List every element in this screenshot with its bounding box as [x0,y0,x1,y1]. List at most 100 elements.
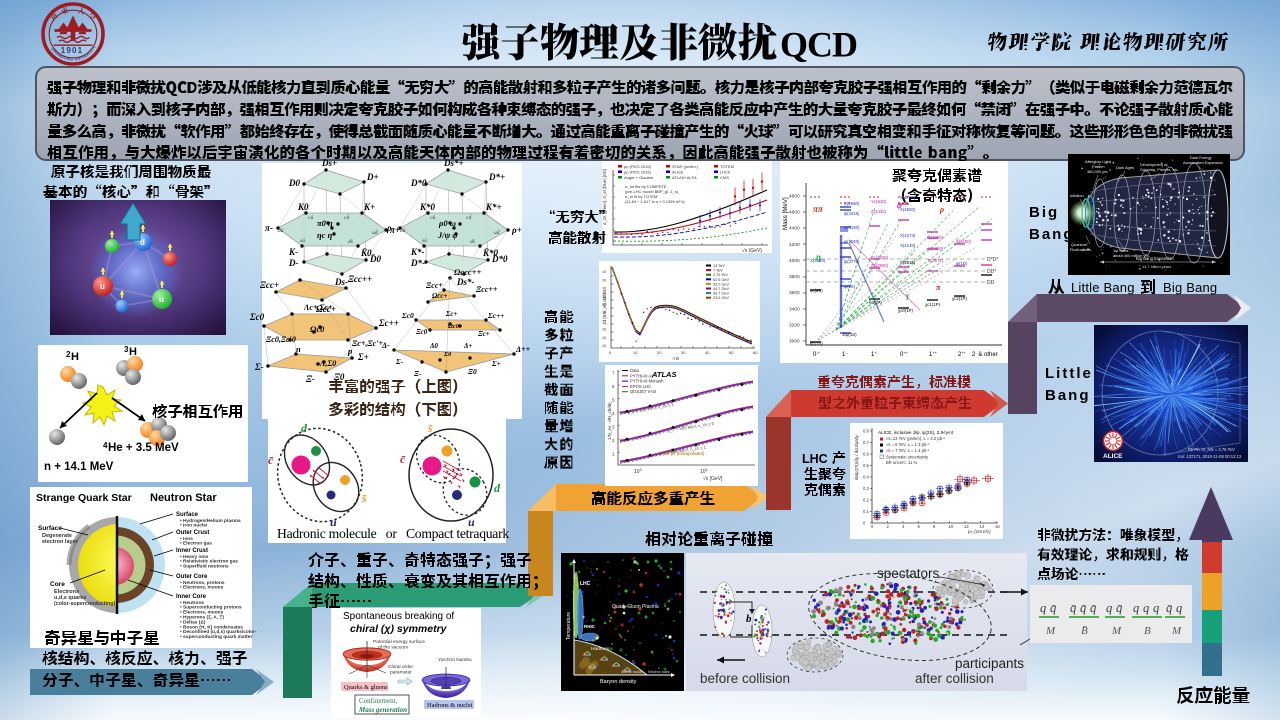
svg-text:1 / (B e_el) dσ/dB: 1 / (B e_el) dσ/dB [602,290,607,325]
svg-text:4200: 4200 [789,242,800,248]
svg-text:Potential energy surface: Potential energy surface [373,639,425,645]
svg-text:60: 60 [753,350,758,355]
svg-text:Mass [MeV]: Mass [MeV] [782,197,789,230]
svg-text:EPOS LHC: EPOS LHC [630,384,651,389]
svg-text:K+: K+ [363,202,375,212]
svg-text:0++: 0++ [900,350,909,358]
svg-text:Data: Data [630,368,640,373]
svg-text:K̄0: K̄0 [360,248,372,258]
svg-text:ψ(1D): ψ(1D) [956,261,968,266]
svg-text:D*0: D*0 [410,178,427,188]
svg-text:Quarks & gluons: Quarks & gluons [344,684,388,691]
svg-text:• Deconfined (u,d,s) quarks/co: • Deconfined (u,d,s) quarks/color- [180,629,257,635]
svg-text:cū: cū [308,215,313,221]
svg-text:0-+: 0-+ [813,350,821,358]
svg-text:after collision: after collision [915,671,994,686]
svg-text:Ξ-: Ξ- [414,369,422,378]
svg-text:Ds-: Ds- [334,277,348,287]
svg-text:sū: sū [300,238,305,244]
svg-text:Degenerate: Degenerate [42,533,72,539]
svg-text:Ω-: Ω- [442,377,451,386]
svg-text:Z(4430): Z(4430) [871,209,887,214]
svg-text:2: 2 [66,350,71,359]
svg-text:ψ(3770): ψ(3770) [844,259,860,264]
svg-text:Accelerated Expansion: Accelerated Expansion [1183,160,1223,165]
svg-text:ηc(1S): ηc(1S) [810,341,823,346]
svg-text:0.4: 0.4 [863,475,869,480]
svg-text:PYTHIA8 A2: PYTHIA8 A2 [630,373,654,378]
svg-text:4800: 4800 [789,193,800,199]
svg-text:σ_tot (green), σ_el (blue) [mb: σ_tot (green), σ_el (blue) [mb] [602,169,607,225]
svg-text:Σc0: Σc0 [401,311,414,320]
svg-text:Ωcc+: Ωcc+ [316,304,336,314]
svg-text:3600: 3600 [789,290,800,296]
svg-text:d: d [301,421,308,435]
svg-text:380,000 yrs.: 380,000 yrs. [1087,169,1108,174]
svg-text:Inner Crust: Inner Crust [176,548,208,554]
svg-text:s̄: s̄ [427,421,433,435]
svg-text:5: 5 [612,398,615,403]
svg-text:Σc++: Σc++ [487,311,505,320]
svg-text:run: 137171, 2010-11-08 00:12:: run: 137171, 2010-11-08 00:12:13 [1178,454,1242,459]
svg-text:Outer Core: Outer Core [176,574,208,580]
svg-text:B̄: B̄ [1081,625,1088,637]
svg-text:dσψ(2S)/dy / dσJ/ψ/dy: dσψ(2S)/dy / dσJ/ψ/dy [854,435,859,480]
svg-text:u: u [100,282,105,291]
svg-text:ATLAS: ATLAS [651,370,676,379]
svg-text:Hadrons: Hadrons [591,646,610,652]
svg-text:q̄: q̄ [1080,601,1087,615]
svg-text:Surface: Surface [38,525,62,532]
svg-text:D̄*0: D̄*0 [491,254,508,264]
svg-text:103: 103 [634,468,642,475]
svg-text:χc2(1P): χc2(1P) [952,296,967,301]
svg-text:q̄: q̄ [1166,601,1173,615]
svg-text:4: 4 [103,441,108,450]
svg-text:D0: D0 [288,178,300,188]
svg-text:LHC: LHC [802,452,828,466]
svg-text:ALICE: ALICE [672,170,684,175]
svg-text:H: H [129,346,137,358]
svg-text:ds̄: ds̄ [348,239,354,245]
svg-text:Afterglow Light: Afterglow Light [1085,159,1112,164]
svg-text:3: 3 [124,345,129,354]
svg-text:Dark Ages: Dark Ages [1116,165,1134,170]
svg-text:10: 10 [602,328,606,332]
svg-text:K-: K- [288,247,298,257]
svg-text:TOTEM: TOTEM [720,164,734,169]
svg-text:Atomic nuclei: Atomic nuclei [621,670,643,674]
svg-text:Zc(4020): Zc(4020) [871,255,889,260]
svg-text:cd̄: cd̄ [344,214,350,221]
svg-text:Bang: Bang [1045,387,1091,404]
svg-text:π+: π+ [390,225,400,235]
svg-text:X(4660): X(4660) [844,201,860,206]
svg-text:q: q [1153,601,1159,615]
svg-text:40: 40 [705,350,710,355]
svg-text:4600: 4600 [789,210,800,216]
svg-text:ρ+: ρ+ [511,225,522,235]
svg-text:(color-superconducting): (color-superconducting) [54,601,115,607]
svg-text:Ωc0: Ωc0 [310,324,325,334]
svg-text:0.6: 0.6 [863,452,869,457]
svg-text:ud̄: ud̄ [372,229,378,236]
svg-text:η: η [816,252,821,262]
svg-text:q: q [1176,601,1182,615]
svg-text:0.2: 0.2 [863,498,869,503]
svg-text:CMS: CMS [720,175,729,180]
svg-text:ψ(4160): ψ(4160) [844,225,860,230]
svg-text:D*+: D*+ [488,172,505,182]
svg-text:K0: K0 [297,202,309,212]
svg-text:Development of: Development of [1140,162,1168,167]
svg-text:10: 10 [602,311,606,315]
svg-text:Ds+: Ds+ [321,158,337,168]
svg-text:3200: 3200 [789,322,800,328]
svg-text:Λc+,Σc+: Λc+,Σc+ [303,303,333,312]
svg-text:√s = 7 TeV, L = 1.4 pb-¹: √s = 7 TeV, L = 1.4 pb-¹ [886,448,930,453]
svg-text:1: 1 [612,452,615,457]
svg-text:Surface: Surface [176,512,199,518]
svg-text:ud̄: ud̄ [494,229,500,236]
svg-text:14: 14 [980,524,985,529]
svg-text:ρ: ρ [939,205,944,214]
svg-text:2: 2 [887,524,890,529]
svg-text:c̄: c̄ [400,452,406,466]
svg-text:62.5 GeV: 62.5 GeV [713,278,730,282]
